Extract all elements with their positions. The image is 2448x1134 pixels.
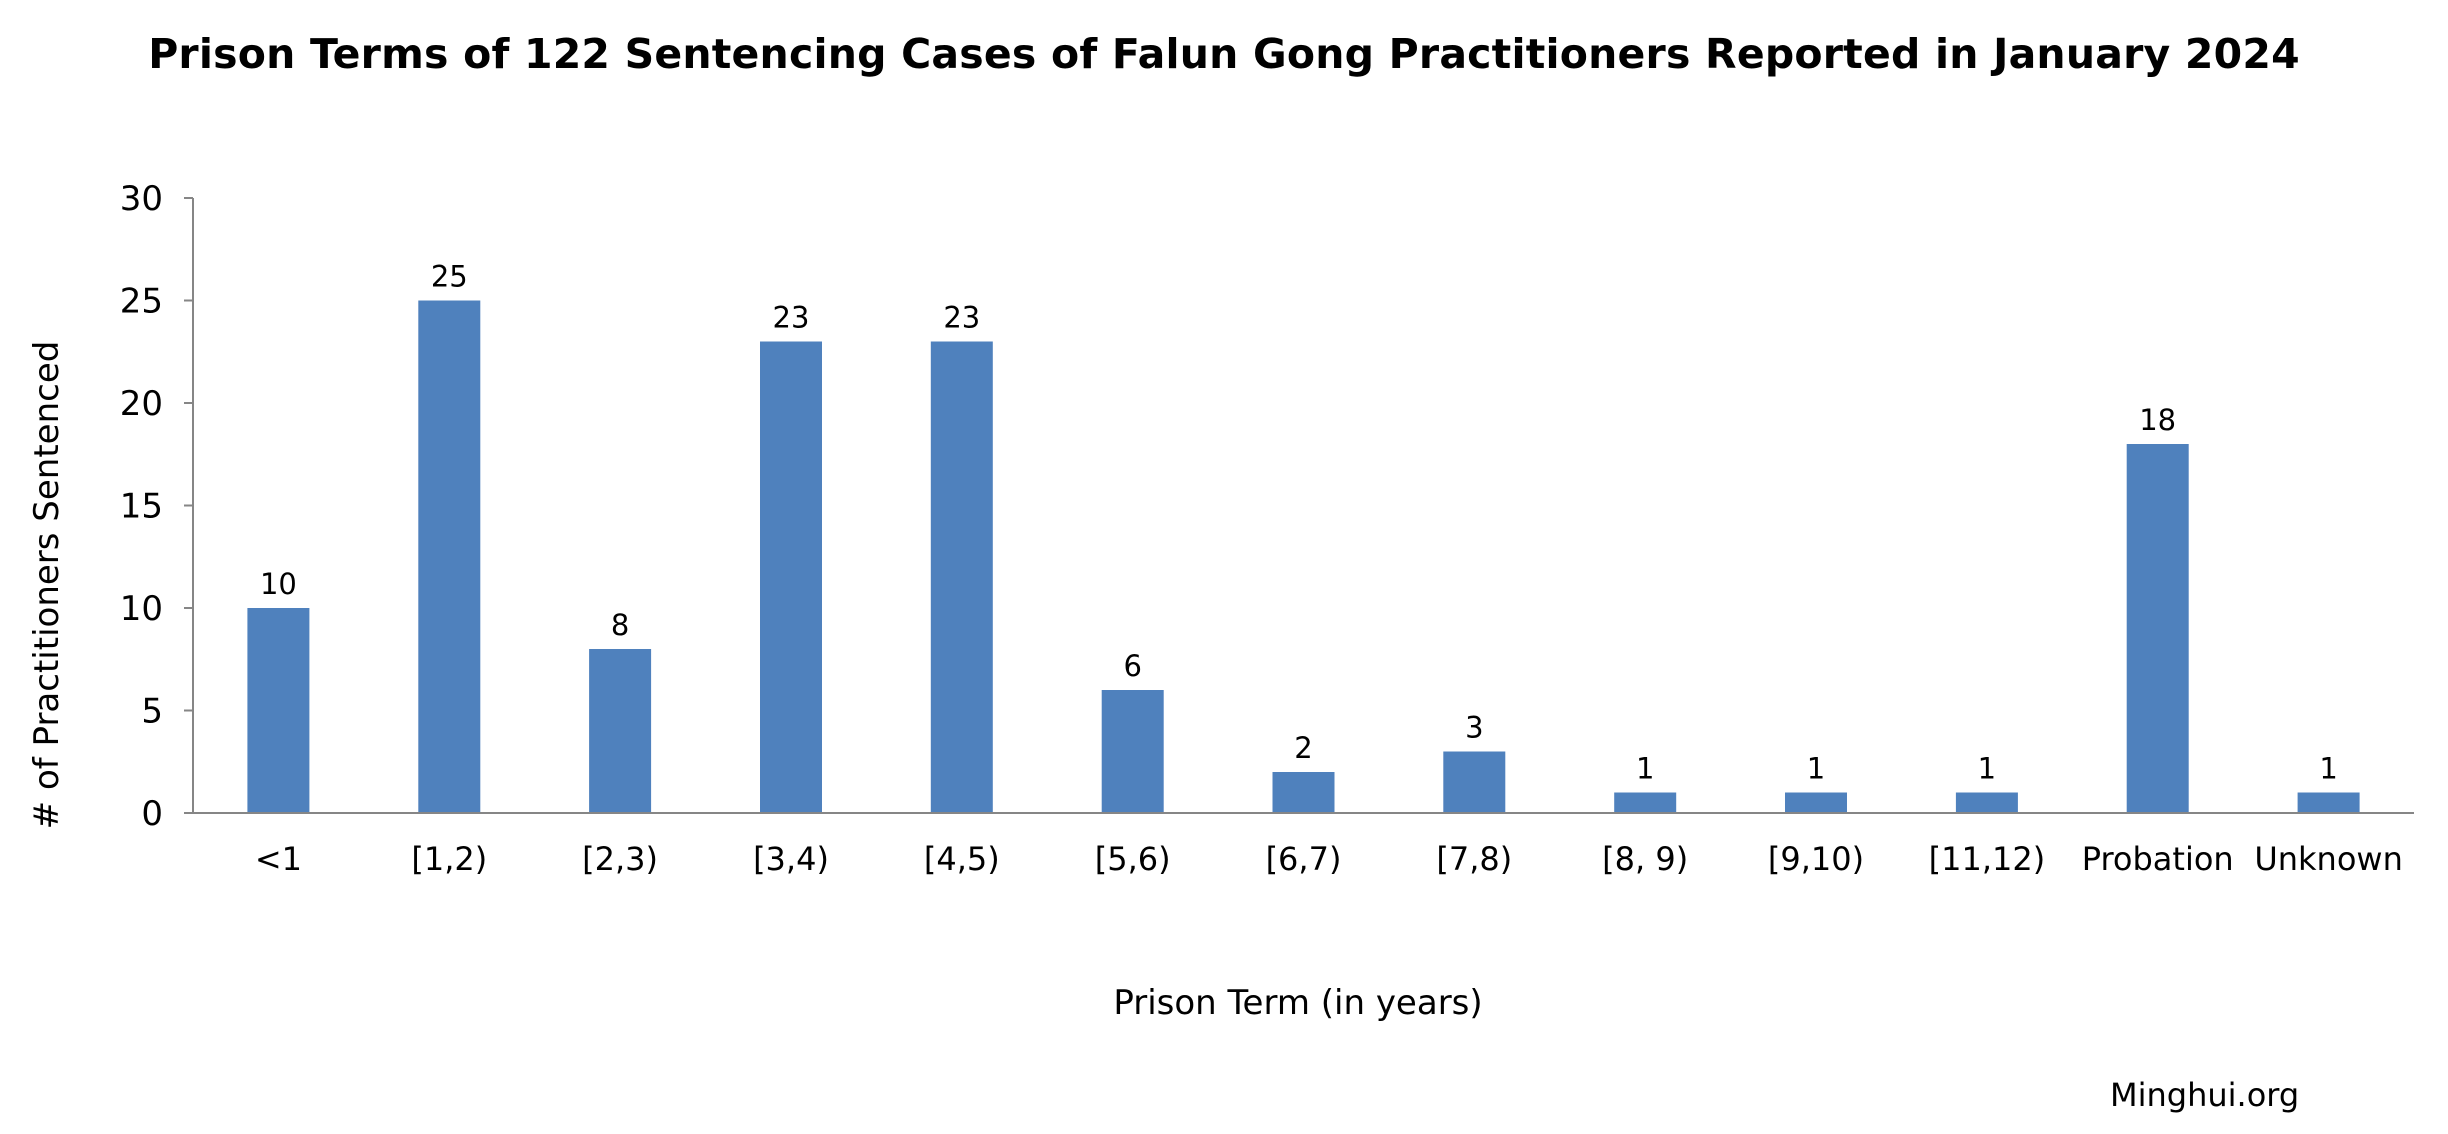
- y-axis-title: # of Practitioners Sentenced: [27, 341, 67, 830]
- data-label: 23: [943, 301, 980, 335]
- x-tick-label: [1,2): [411, 840, 487, 878]
- data-label: 23: [773, 301, 810, 335]
- labels-layer: 10<125[1,2)8[2,3)23[3,4)23[4,5)6[5,6)2[6…: [120, 179, 2403, 878]
- data-label: 6: [1123, 649, 1141, 683]
- x-tick-label: [8, 9): [1602, 840, 1688, 878]
- bar: [760, 341, 822, 813]
- data-label: 8: [611, 608, 629, 642]
- bar: [1101, 690, 1164, 813]
- data-label: 3: [1465, 711, 1483, 745]
- data-label: 1: [2319, 752, 2337, 786]
- x-tick-label: [4,5): [924, 840, 1000, 878]
- x-tick-label: Unknown: [2254, 840, 2403, 878]
- axes-layer: [184, 197, 2414, 814]
- bar: [1614, 792, 1677, 813]
- x-tick-label: [9,10): [1768, 840, 1864, 878]
- bar: [1272, 772, 1335, 813]
- data-label: 1: [1978, 752, 1996, 786]
- bar: [418, 300, 481, 813]
- bar: [2126, 444, 2189, 813]
- bar: [1785, 792, 1847, 813]
- bar: [2297, 792, 2360, 813]
- source-credit: Minghui.org: [2110, 1076, 2300, 1114]
- chart-title: Prison Terms of 122 Sentencing Cases of …: [148, 30, 2300, 78]
- y-tick-label: 15: [120, 487, 163, 527]
- bars-layer: [247, 300, 2360, 813]
- data-label: 25: [431, 260, 468, 294]
- x-tick-label: [3,4): [753, 840, 829, 878]
- bar: [930, 341, 993, 813]
- y-tick-label: 0: [141, 794, 163, 834]
- bar: [1443, 751, 1506, 813]
- y-tick-label: 10: [120, 589, 163, 629]
- x-tick-label: Probation: [2082, 840, 2234, 878]
- y-tick-label: 20: [120, 384, 163, 424]
- x-axis-title: Prison Term (in years): [1113, 983, 1482, 1023]
- y-tick-label: 25: [120, 282, 163, 322]
- bar: [247, 608, 310, 813]
- bar: [1955, 792, 2018, 813]
- x-tick-label: [6,7): [1266, 840, 1342, 878]
- data-label: 18: [2139, 403, 2176, 437]
- x-tick-label: <1: [255, 840, 302, 878]
- y-tick-label: 5: [141, 692, 163, 732]
- data-label: 1: [1636, 752, 1654, 786]
- data-label: 10: [260, 567, 297, 601]
- data-label: 2: [1294, 731, 1312, 765]
- y-tick-label: 30: [120, 179, 163, 219]
- bar: [589, 649, 652, 813]
- x-tick-label: [11,12): [1929, 840, 2046, 878]
- x-tick-label: [7,8): [1436, 840, 1512, 878]
- data-label: 1: [1807, 752, 1825, 786]
- x-tick-label: [2,3): [582, 840, 658, 878]
- x-tick-label: [5,6): [1095, 840, 1171, 878]
